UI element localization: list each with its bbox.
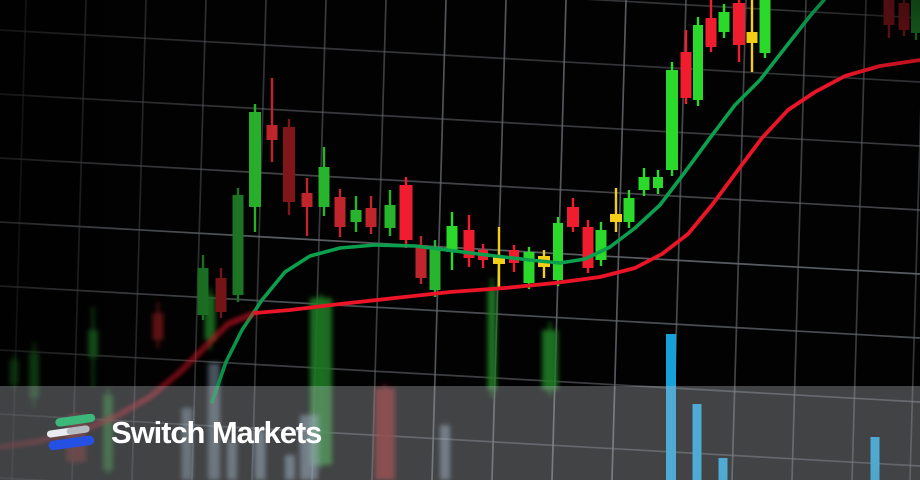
footer-brand-band: Switch Markets — [0, 386, 920, 480]
switch-markets-logo-icon — [46, 414, 96, 451]
brand-name: Switch Markets — [111, 414, 322, 450]
logo-bar-blue — [48, 435, 95, 451]
logo-bar-green — [55, 414, 96, 427]
brand-lockup: Switch Markets — [46, 414, 322, 452]
moving-average-lines — [0, 0, 920, 450]
logo-bar-silver-shade — [66, 425, 90, 435]
